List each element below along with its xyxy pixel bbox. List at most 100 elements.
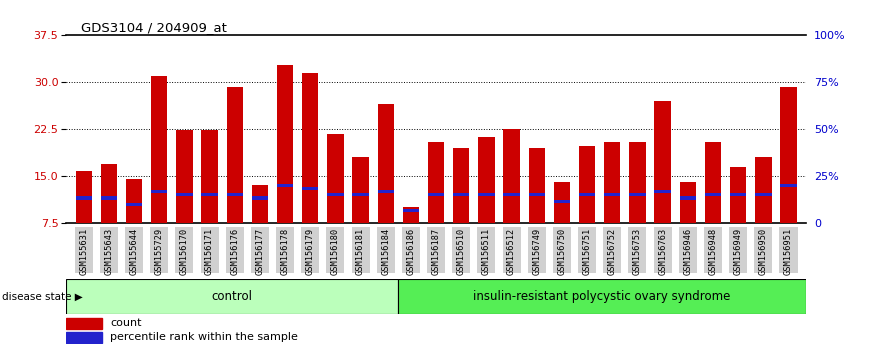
- Bar: [352, 227, 370, 273]
- Text: GSM156186: GSM156186: [406, 228, 416, 275]
- Bar: [427, 227, 445, 273]
- Bar: [604, 142, 620, 223]
- Text: GSM156187: GSM156187: [432, 228, 440, 275]
- Text: GSM156949: GSM156949: [734, 228, 743, 275]
- Bar: [478, 137, 494, 223]
- Text: GSM156180: GSM156180: [331, 228, 340, 275]
- Bar: [780, 227, 797, 273]
- Bar: [655, 190, 670, 193]
- Bar: [755, 157, 772, 223]
- Bar: [327, 133, 344, 223]
- Bar: [66, 279, 398, 314]
- Text: count: count: [110, 318, 142, 328]
- Bar: [327, 193, 344, 196]
- Text: GSM156763: GSM156763: [658, 228, 667, 275]
- Bar: [100, 164, 117, 223]
- Text: GDS3104 / 204909_at: GDS3104 / 204909_at: [81, 21, 226, 34]
- Bar: [578, 227, 596, 273]
- Text: GSM156749: GSM156749: [532, 228, 541, 275]
- Bar: [704, 227, 722, 273]
- Bar: [176, 193, 193, 196]
- Bar: [730, 167, 746, 223]
- Text: GSM156752: GSM156752: [608, 228, 617, 275]
- Text: GSM156170: GSM156170: [180, 228, 189, 275]
- Bar: [781, 184, 796, 187]
- Bar: [150, 227, 168, 273]
- Bar: [428, 142, 444, 223]
- Text: GSM156177: GSM156177: [255, 228, 264, 275]
- Bar: [301, 227, 319, 273]
- Text: GSM156950: GSM156950: [759, 228, 768, 275]
- Bar: [478, 193, 494, 196]
- Bar: [202, 131, 218, 223]
- Bar: [528, 227, 546, 273]
- Text: control: control: [211, 290, 253, 303]
- Bar: [503, 129, 520, 223]
- Bar: [402, 227, 420, 273]
- Bar: [277, 65, 293, 223]
- Bar: [226, 193, 243, 196]
- Bar: [226, 87, 243, 223]
- Bar: [326, 227, 344, 273]
- Bar: [754, 227, 773, 273]
- Bar: [452, 227, 470, 273]
- Bar: [678, 227, 697, 273]
- Text: GSM156510: GSM156510: [456, 228, 466, 275]
- Bar: [529, 148, 545, 223]
- Bar: [628, 227, 647, 273]
- Text: GSM156181: GSM156181: [356, 228, 365, 275]
- Bar: [176, 131, 193, 223]
- Text: GSM156751: GSM156751: [582, 228, 592, 275]
- Bar: [151, 76, 167, 223]
- Text: GSM156179: GSM156179: [306, 228, 315, 275]
- Bar: [604, 193, 620, 196]
- Bar: [478, 227, 495, 273]
- Bar: [729, 227, 747, 273]
- Bar: [66, 332, 101, 343]
- Bar: [66, 318, 101, 329]
- Bar: [603, 227, 621, 273]
- Bar: [100, 227, 118, 273]
- Bar: [503, 193, 520, 196]
- Bar: [251, 227, 269, 273]
- Text: GSM156512: GSM156512: [507, 228, 516, 275]
- Bar: [126, 179, 142, 223]
- Text: GSM156753: GSM156753: [633, 228, 642, 275]
- Bar: [679, 182, 696, 223]
- Bar: [226, 227, 244, 273]
- Bar: [730, 193, 746, 196]
- Bar: [554, 182, 570, 223]
- Bar: [75, 227, 93, 273]
- Text: disease state ▶: disease state ▶: [2, 291, 83, 301]
- Bar: [201, 227, 218, 273]
- Bar: [529, 193, 545, 196]
- Bar: [277, 184, 293, 187]
- Bar: [378, 104, 394, 223]
- Text: insulin-resistant polycystic ovary syndrome: insulin-resistant polycystic ovary syndr…: [473, 290, 730, 303]
- Bar: [428, 193, 444, 196]
- Bar: [705, 142, 722, 223]
- Bar: [781, 87, 796, 223]
- Text: GSM156750: GSM156750: [558, 228, 566, 275]
- Bar: [629, 193, 646, 196]
- Bar: [655, 101, 670, 223]
- Bar: [554, 200, 570, 203]
- Text: percentile rank within the sample: percentile rank within the sample: [110, 332, 299, 342]
- Bar: [352, 157, 369, 223]
- Bar: [679, 196, 696, 200]
- Bar: [453, 148, 470, 223]
- Bar: [76, 196, 92, 200]
- Bar: [553, 227, 571, 273]
- Text: GSM156176: GSM156176: [230, 228, 240, 275]
- Text: GSM156184: GSM156184: [381, 228, 390, 275]
- Text: GSM156951: GSM156951: [784, 228, 793, 275]
- Bar: [654, 227, 671, 273]
- Bar: [76, 171, 92, 223]
- Bar: [755, 193, 772, 196]
- Bar: [403, 209, 419, 212]
- Bar: [151, 190, 167, 193]
- Bar: [352, 193, 369, 196]
- Bar: [378, 190, 394, 193]
- Bar: [126, 203, 142, 206]
- Text: GSM156178: GSM156178: [280, 228, 290, 275]
